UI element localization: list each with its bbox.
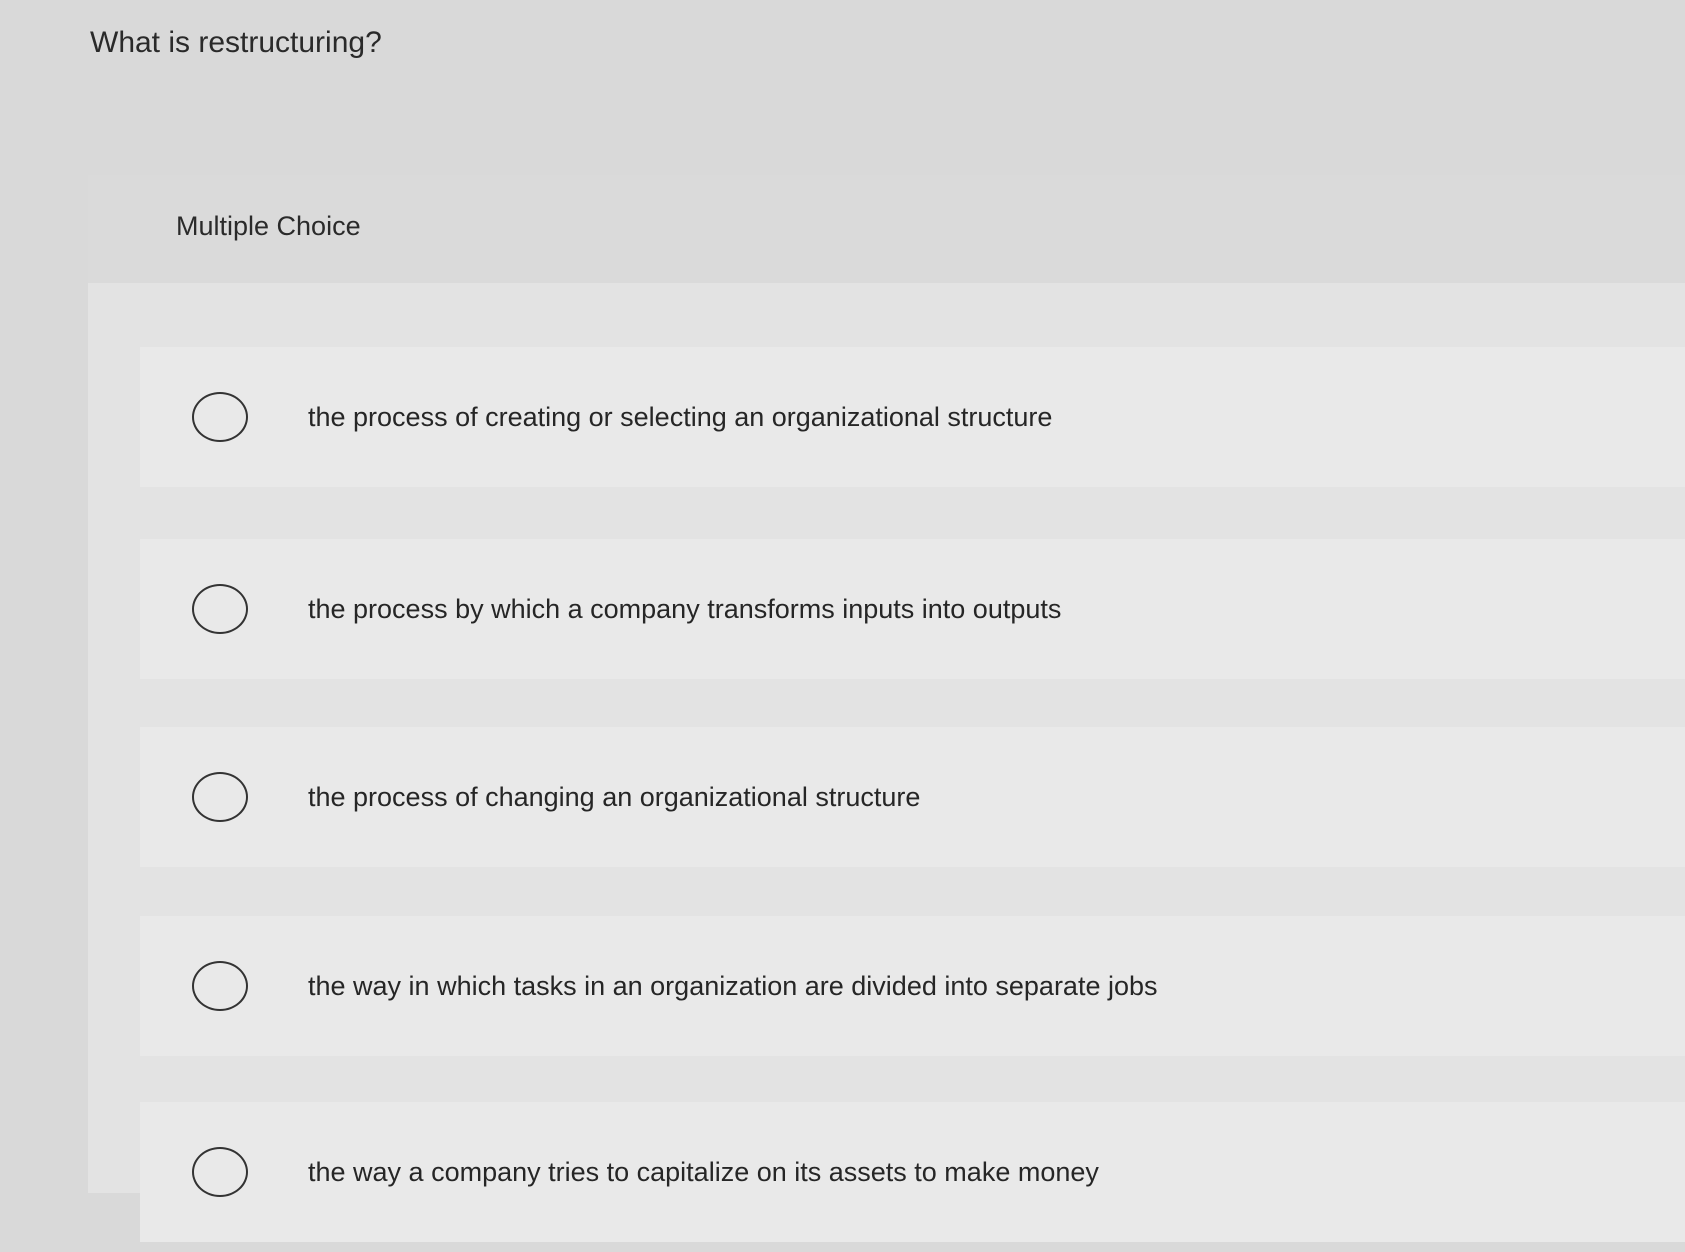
radio-button-icon[interactable] <box>192 772 248 822</box>
radio-button-icon[interactable] <box>192 392 248 442</box>
radio-button-icon[interactable] <box>192 1147 248 1197</box>
option-4[interactable]: the way in which tasks in an organizatio… <box>140 916 1685 1056</box>
question-title: What is restructuring? <box>90 26 382 59</box>
radio-button-icon[interactable] <box>192 584 248 634</box>
option-1[interactable]: the process of creating or selecting an … <box>140 347 1685 487</box>
option-label: the way a company tries to capitalize on… <box>308 1156 1099 1187</box>
option-5[interactable]: the way a company tries to capitalize on… <box>140 1102 1685 1242</box>
option-label: the process of creating or selecting an … <box>308 401 1053 432</box>
question-panel: Multiple Choice the process of creating … <box>88 175 1685 1242</box>
option-label: the process of changing an organizationa… <box>308 781 921 812</box>
option-2[interactable]: the process by which a company transform… <box>140 539 1685 679</box>
option-3[interactable]: the process of changing an organizationa… <box>140 727 1685 867</box>
radio-button-icon[interactable] <box>192 961 248 1011</box>
option-label: the way in which tasks in an organizatio… <box>308 970 1158 1001</box>
question-type-label: Multiple Choice <box>176 211 361 241</box>
option-label: the process by which a company transform… <box>308 593 1062 624</box>
panel-header: Multiple Choice <box>88 175 1685 283</box>
